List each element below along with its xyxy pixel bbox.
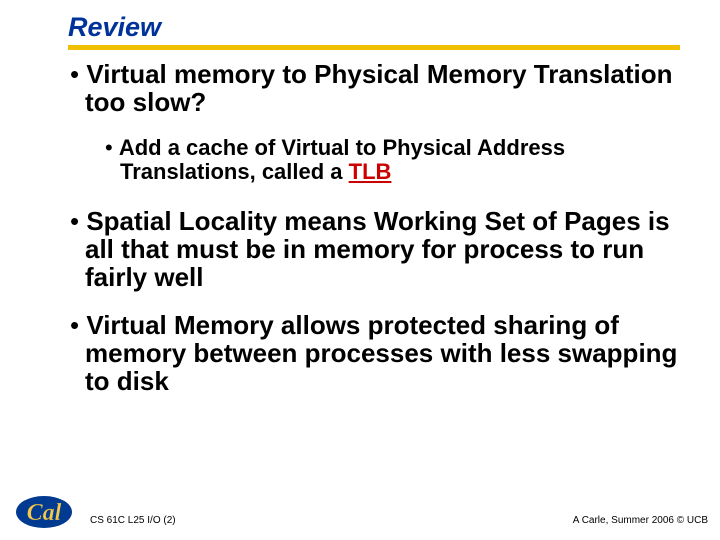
slide-title: Review xyxy=(68,12,680,50)
bullet-3: • Spatial Locality means Working Set of … xyxy=(70,207,690,291)
slide-body: Review • Virtual memory to Physical Memo… xyxy=(0,0,720,395)
bullet-4: • Virtual Memory allows protected sharin… xyxy=(70,311,690,395)
bullet-4-text: Virtual Memory allows protected sharing … xyxy=(85,310,677,396)
bullet-2-text-pre: Add a cache of Virtual to Physical Addre… xyxy=(119,135,565,184)
cal-logo: Cal xyxy=(12,490,76,530)
bullet-dot: • xyxy=(70,310,86,340)
bullet-2-tlb: TLB xyxy=(349,159,392,184)
bullet-dot: • xyxy=(70,59,86,89)
bullet-2: • Add a cache of Virtual to Physical Add… xyxy=(105,136,690,184)
bullet-3-text: Spatial Locality means Working Set of Pa… xyxy=(85,206,670,292)
bullet-1: • Virtual memory to Physical Memory Tran… xyxy=(70,60,690,116)
footer-left: CS 61C L25 I/O (2) xyxy=(90,515,176,526)
footer-right: A Carle, Summer 2006 © UCB xyxy=(573,515,708,526)
bullet-dot: • xyxy=(70,206,86,236)
footer: Cal CS 61C L25 I/O (2) A Carle, Summer 2… xyxy=(0,492,720,532)
bullet-dot: • xyxy=(105,135,119,160)
bullet-1-text: Virtual memory to Physical Memory Transl… xyxy=(85,59,672,117)
svg-text:Cal: Cal xyxy=(27,500,62,526)
